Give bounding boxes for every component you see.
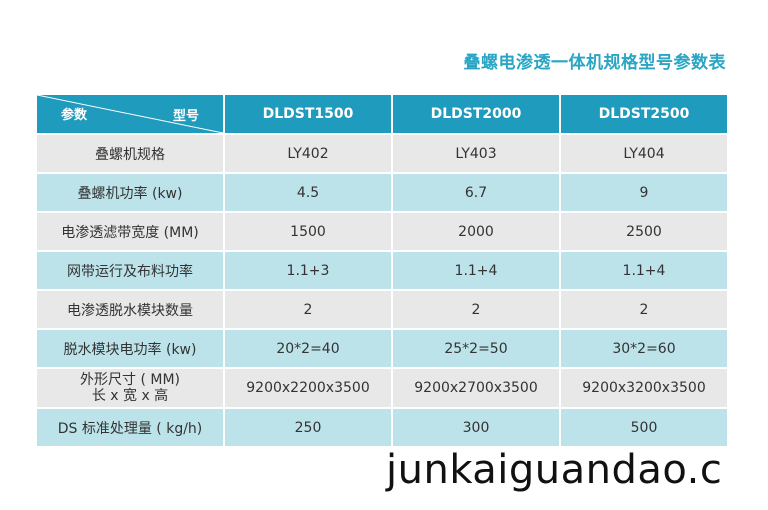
cell-value: 2	[393, 291, 559, 328]
table-row: 叠螺机功率 (kw) 4.5 6.7 9	[37, 174, 727, 211]
cell-value: LY404	[561, 135, 727, 172]
model-label: 型号	[172, 109, 199, 124]
model-header-3: DLDST2500	[561, 95, 727, 133]
model-header-2: DLDST2000	[393, 95, 559, 133]
model-header-1: DLDST1500	[225, 95, 391, 133]
cell-value: 9	[561, 174, 727, 211]
row-label-line-1: 外形尺寸 ( MM)	[80, 372, 180, 388]
diagonal-divider	[37, 95, 223, 133]
cell-value: 25*2=50	[393, 330, 559, 367]
table-row: 叠螺机规格 LY402 LY403 LY404	[37, 135, 727, 172]
cell-value: 500	[561, 409, 727, 446]
cell-value: 2500	[561, 213, 727, 250]
cell-value: 1500	[225, 213, 391, 250]
cell-value: 250	[225, 409, 391, 446]
row-label: DS 标准处理量 ( kg/h)	[37, 409, 223, 446]
header-row: 参数 型号 DLDST1500 DLDST2000 DLDST2500	[37, 95, 727, 133]
cell-value: 9200x2700x3500	[393, 369, 559, 407]
row-label: 脱水模块电功率 (kw)	[37, 330, 223, 367]
spec-table: 参数 型号 DLDST1500 DLDST2000 DLDST2500 叠螺机规…	[35, 93, 729, 448]
cell-value: LY403	[393, 135, 559, 172]
table-row: DS 标准处理量 ( kg/h) 250 300 500	[37, 409, 727, 446]
cell-value: 20*2=40	[225, 330, 391, 367]
cell-value: 6.7	[393, 174, 559, 211]
param-label: 参数	[61, 108, 88, 123]
cell-value: 9200x2200x3500	[225, 369, 391, 407]
header-corner-cell: 参数 型号	[37, 95, 223, 133]
row-label: 电渗透滤带宽度 (MM)	[37, 213, 223, 250]
cell-value: 1.1+4	[393, 252, 559, 289]
cell-value: 2	[561, 291, 727, 328]
table-row: 网带运行及布料功率 1.1+3 1.1+4 1.1+4	[37, 252, 727, 289]
cell-value: 9200x3200x3500	[561, 369, 727, 407]
table-row: 电渗透脱水模块数量 2 2 2	[37, 291, 727, 328]
row-label: 电渗透脱水模块数量	[37, 291, 223, 328]
table-row: 外形尺寸 ( MM) 长 x 宽 x 高 9200x2200x3500 9200…	[37, 369, 727, 407]
row-label: 网带运行及布料功率	[37, 252, 223, 289]
cell-value: 1.1+4	[561, 252, 727, 289]
cell-value: 4.5	[225, 174, 391, 211]
cell-value: 2	[225, 291, 391, 328]
cell-value: 300	[393, 409, 559, 446]
row-label-line-2: 长 x 宽 x 高	[91, 388, 169, 404]
cell-value: 30*2=60	[561, 330, 727, 367]
row-label: 叠螺机功率 (kw)	[37, 174, 223, 211]
table-title: 叠螺电渗透一体机规格型号参数表	[463, 53, 726, 73]
table-row: 脱水模块电功率 (kw) 20*2=40 25*2=50 30*2=60	[37, 330, 727, 367]
table-row: 电渗透滤带宽度 (MM) 1500 2000 2500	[37, 213, 727, 250]
row-label: 外形尺寸 ( MM) 长 x 宽 x 高	[37, 369, 223, 407]
cell-value: LY402	[225, 135, 391, 172]
watermark-text: junkaiguandao.c	[386, 446, 733, 494]
cell-value: 2000	[393, 213, 559, 250]
row-label: 叠螺机规格	[37, 135, 223, 172]
cell-value: 1.1+3	[225, 252, 391, 289]
